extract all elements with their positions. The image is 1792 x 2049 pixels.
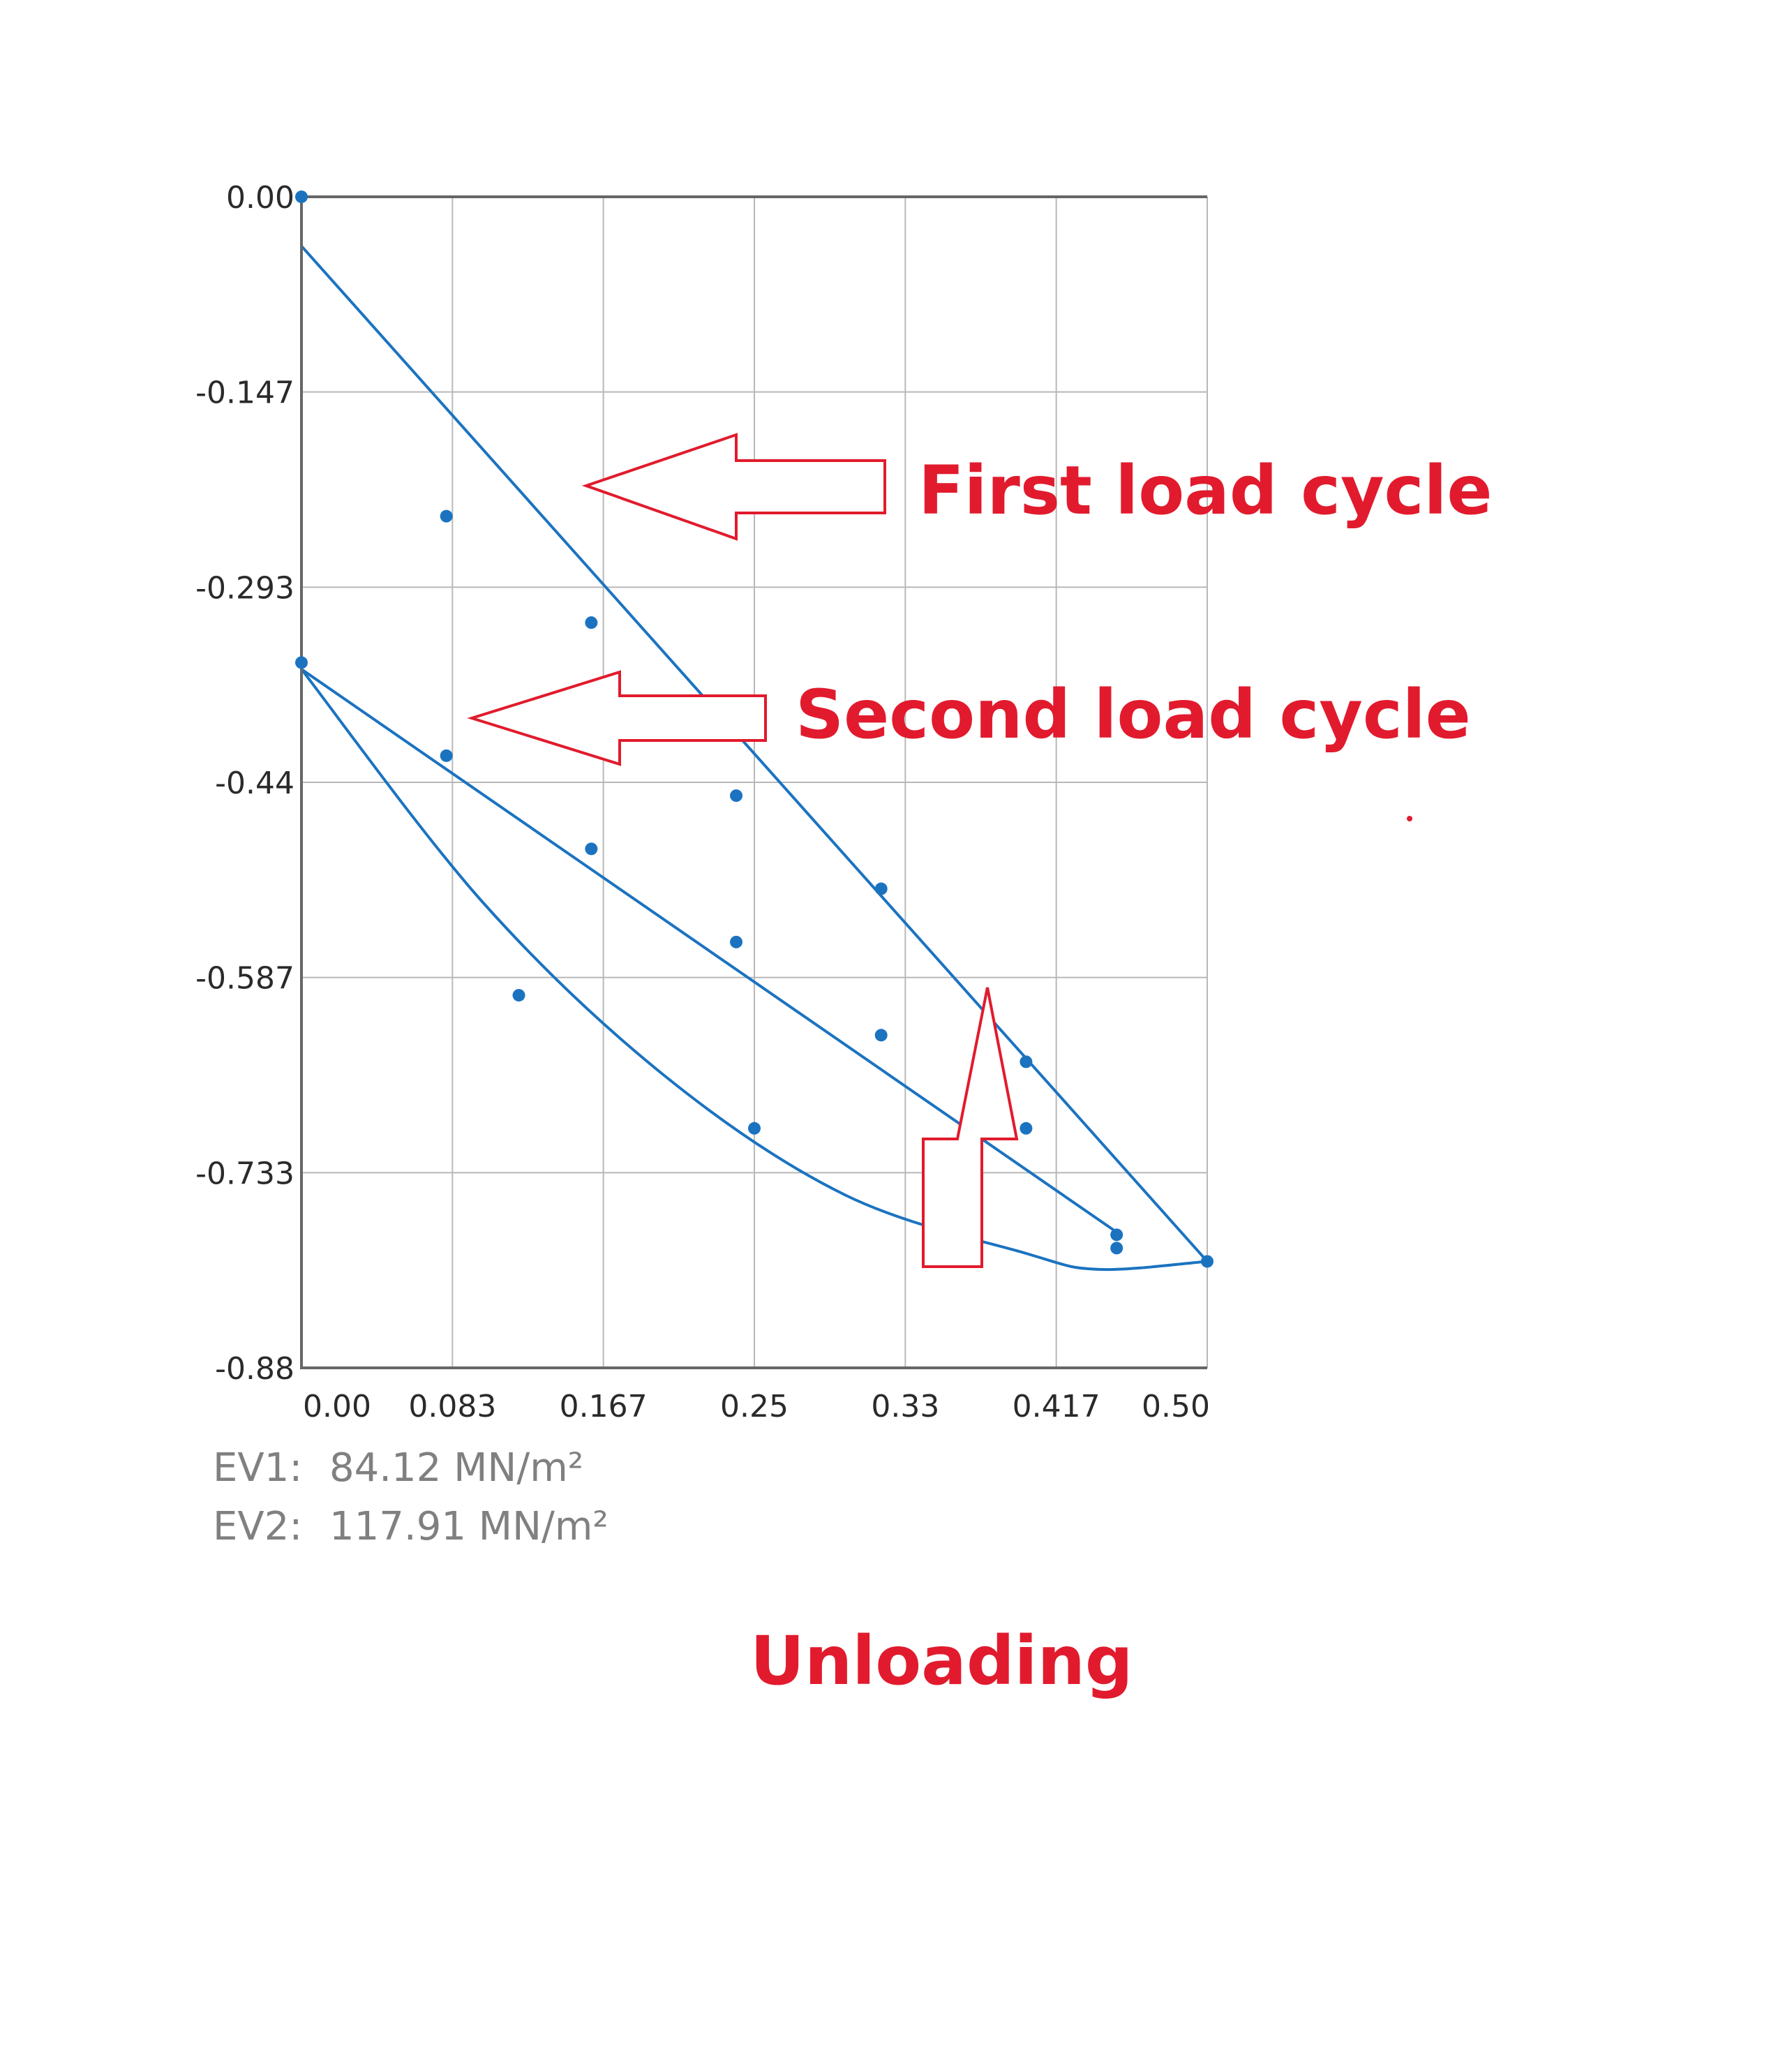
y-tick-label: -0.733 — [195, 1156, 294, 1191]
data-point — [1020, 1122, 1033, 1135]
data-point — [512, 989, 525, 1002]
y-tick-label: -0.293 — [195, 570, 294, 606]
ev1-label: EV1: — [213, 1445, 302, 1491]
fit-curve — [300, 668, 1208, 1272]
info-panel: EV1: 84.12 MN/m² EV2: 117.91 MN/m² — [213, 1445, 608, 1549]
data-point — [730, 789, 743, 803]
data-point — [440, 749, 453, 762]
y-tick-label: -0.44 — [215, 766, 294, 801]
x-tick-label: 0.417 — [1013, 1389, 1100, 1424]
x-tick-label: 0.167 — [560, 1389, 648, 1424]
ev1-value: 84.12 MN/m² — [329, 1445, 583, 1491]
first-load-arrow — [581, 433, 886, 541]
grid-lines — [301, 197, 1208, 1368]
ev2-value: 117.91 MN/m² — [329, 1504, 608, 1549]
axes — [300, 195, 1207, 1369]
second-load-label: Second load cycle — [796, 676, 1471, 754]
unloading-arrow — [922, 987, 1019, 1268]
data-point — [1110, 1242, 1123, 1255]
tick-labels: 0.00 0.083 0.167 0.25 0.33 0.417 0.50 0.00 -0.14… — [195, 180, 1210, 1424]
y-tick-label: -0.88 — [215, 1351, 294, 1387]
second-load-annotation: Second load cycle — [467, 670, 1471, 766]
data-point — [1110, 1228, 1123, 1242]
data-point — [1020, 1055, 1033, 1068]
data-point — [295, 191, 308, 203]
unloading-annotation: Unloading — [750, 987, 1133, 1700]
second-load-arrow — [467, 670, 767, 766]
data-point — [874, 1029, 888, 1042]
y-tick-label: -0.587 — [195, 961, 294, 997]
stray-dot — [1407, 816, 1412, 821]
ev2-label: EV2: — [213, 1504, 302, 1549]
x-tick-label: 0.083 — [408, 1389, 496, 1424]
y-tick-label: -0.147 — [195, 375, 294, 411]
x-tick-label: 0.25 — [720, 1389, 789, 1424]
first-load-label: First load cycle — [918, 452, 1492, 530]
data-point — [585, 616, 598, 629]
data-point — [295, 656, 308, 669]
data-point — [730, 935, 743, 948]
fit-line — [300, 245, 1209, 1262]
data-point — [748, 1122, 761, 1135]
x-tick-label: 0.00 — [303, 1389, 371, 1424]
data-point — [440, 509, 453, 523]
first-load-annotation: First load cycle — [581, 433, 1492, 541]
x-tick-label: 0.33 — [871, 1389, 939, 1424]
data-point — [585, 842, 598, 856]
data-point — [874, 882, 888, 895]
unloading-label: Unloading — [750, 1622, 1133, 1700]
data-points — [295, 191, 1214, 1268]
x-tick-label: 0.50 — [1142, 1389, 1210, 1424]
y-tick-label: 0.00 — [226, 180, 294, 216]
data-point — [1201, 1255, 1214, 1268]
